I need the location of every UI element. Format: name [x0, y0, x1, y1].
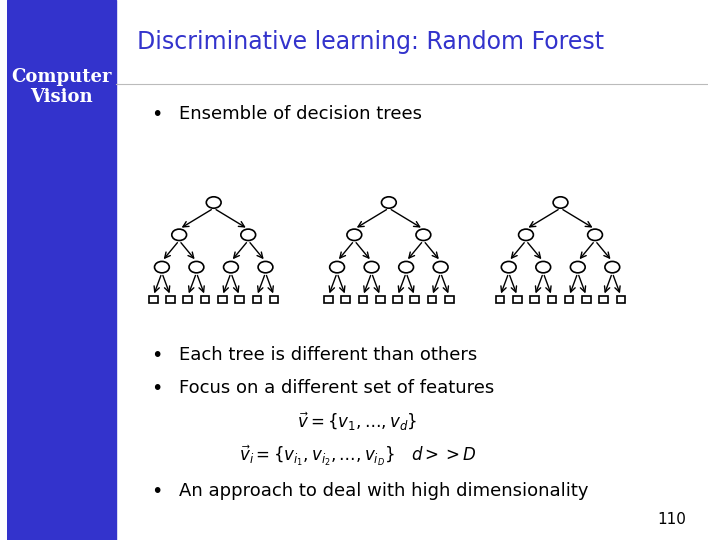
Text: Focus on a different set of features: Focus on a different set of features: [179, 379, 494, 397]
Text: •: •: [150, 346, 162, 365]
Text: Ensemble of decision trees: Ensemble of decision trees: [179, 105, 422, 123]
Text: •: •: [150, 105, 162, 124]
Text: $\vec{v}_i = \{v_{i_1}, v_{i_2}, \ldots, v_{i_D}\} \quad d >> D$: $\vec{v}_i = \{v_{i_1}, v_{i_2}, \ldots,…: [238, 444, 476, 469]
Text: Computer
Vision: Computer Vision: [11, 68, 112, 106]
Text: An approach to deal with high dimensionality: An approach to deal with high dimensiona…: [179, 482, 588, 500]
Text: •: •: [150, 379, 162, 398]
Text: $\vec{v} = \{v_1, \ldots, v_d\}$: $\vec{v} = \{v_1, \ldots, v_d\}$: [297, 410, 418, 433]
Text: Discriminative learning: Random Forest: Discriminative learning: Random Forest: [137, 30, 604, 53]
Text: •: •: [150, 482, 162, 501]
Text: 110: 110: [658, 511, 687, 526]
FancyBboxPatch shape: [7, 0, 116, 540]
Text: Each tree is different than others: Each tree is different than others: [179, 346, 477, 363]
